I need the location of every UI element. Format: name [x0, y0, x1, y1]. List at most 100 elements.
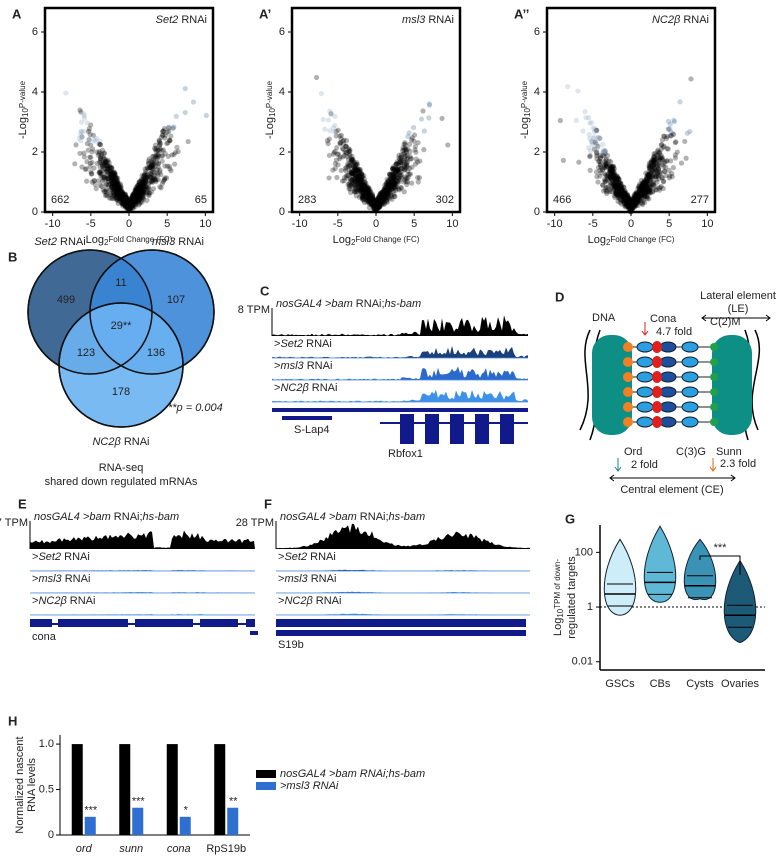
point: [385, 184, 391, 190]
point: [172, 149, 179, 156]
point: [341, 137, 347, 143]
point: [133, 186, 139, 192]
point: [402, 151, 408, 157]
point: [674, 149, 680, 155]
sunn: [623, 402, 633, 412]
point: [391, 193, 397, 200]
point: [397, 159, 403, 165]
panel-label: H: [8, 713, 17, 728]
point: [160, 178, 166, 184]
point: [382, 189, 388, 195]
point: [135, 194, 141, 200]
point: [403, 161, 409, 167]
point: [373, 206, 379, 212]
point: [357, 180, 363, 186]
point: [113, 175, 119, 181]
point: [358, 187, 365, 193]
point: [401, 179, 407, 185]
point: [393, 162, 399, 168]
point: [124, 199, 130, 205]
point: [105, 176, 111, 182]
point: [124, 204, 130, 210]
scale-label: 17 TPM: [0, 517, 28, 529]
point: [364, 190, 371, 196]
point: [389, 171, 396, 177]
point: [370, 200, 377, 206]
gene-exon: [276, 619, 526, 627]
set-label: NC2β RNAi: [92, 436, 149, 448]
y-tick-label: 0: [32, 206, 38, 218]
point: [137, 193, 143, 200]
point: [356, 171, 363, 178]
x-tick-label: -5: [588, 218, 598, 230]
text-part: NC2β: [280, 382, 309, 394]
point: [357, 178, 363, 184]
point: [363, 186, 369, 192]
point: [350, 182, 356, 188]
point: [355, 172, 361, 178]
point: [132, 191, 139, 197]
point: [143, 179, 149, 185]
point: [393, 184, 399, 190]
point: [133, 191, 139, 197]
point: [383, 187, 389, 193]
point: [102, 165, 108, 171]
point: [354, 166, 360, 172]
point: [114, 186, 121, 193]
point: [359, 191, 365, 197]
point: [394, 167, 401, 173]
point: [130, 196, 136, 203]
point: [405, 133, 411, 140]
point: [376, 200, 382, 207]
y-tick-label: 0.01: [572, 656, 593, 668]
point: [576, 159, 582, 165]
point: [362, 184, 369, 190]
point: [376, 195, 382, 201]
point: [166, 163, 172, 169]
point: [83, 166, 89, 172]
point: [118, 197, 124, 203]
point: [355, 180, 361, 187]
point: [396, 187, 403, 193]
point: [373, 206, 379, 212]
x-tick-label: -10: [292, 218, 308, 230]
point: [108, 177, 115, 183]
point: [368, 198, 375, 204]
point: [398, 175, 405, 181]
point: [145, 158, 152, 164]
panel-label: D: [555, 289, 564, 304]
point: [368, 199, 374, 205]
y-tick-label: 0: [279, 206, 285, 218]
point: [360, 187, 366, 194]
point: [586, 115, 592, 121]
point: [136, 196, 142, 202]
point: [386, 183, 392, 189]
point: [377, 197, 383, 203]
protein: [636, 386, 654, 398]
point: [149, 169, 155, 175]
text-part: RNAi;: [353, 298, 385, 310]
point: [119, 191, 125, 197]
point: [109, 180, 115, 187]
point: [96, 150, 102, 156]
point: [108, 190, 114, 197]
p-value: **p = 0.004: [168, 402, 223, 414]
point: [378, 195, 384, 201]
point: [122, 201, 129, 208]
point: [407, 153, 413, 160]
point: [124, 202, 130, 208]
point: [115, 182, 121, 188]
point: [164, 175, 170, 181]
point: [377, 192, 383, 198]
point: [127, 202, 133, 208]
point: [155, 147, 161, 153]
point: [407, 148, 413, 155]
point: [120, 194, 126, 201]
point: [357, 189, 363, 195]
set-label: Set2 RNAi: [34, 236, 85, 248]
point: [387, 180, 393, 187]
point: [378, 196, 385, 202]
violin: [643, 525, 677, 603]
point: [404, 152, 410, 158]
point: [132, 187, 138, 193]
